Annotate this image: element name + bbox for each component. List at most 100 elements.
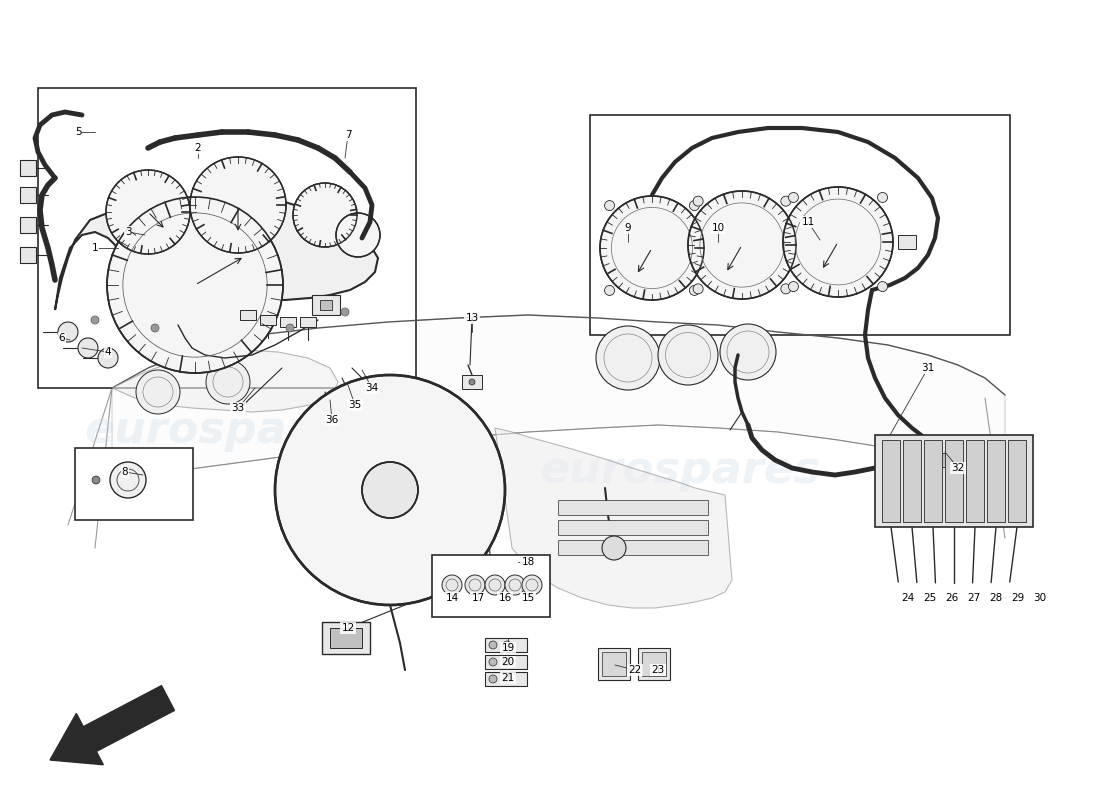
Text: 10: 10: [712, 223, 725, 233]
Text: 5: 5: [75, 127, 81, 137]
Text: 33: 33: [231, 403, 244, 413]
Circle shape: [286, 324, 294, 332]
Text: 23: 23: [651, 665, 664, 675]
Circle shape: [485, 575, 505, 595]
Circle shape: [490, 641, 497, 649]
Bar: [924, 440, 942, 522]
Bar: [602, 652, 626, 676]
Bar: [330, 628, 362, 648]
Text: eurospares: eurospares: [539, 449, 821, 491]
Circle shape: [658, 325, 718, 385]
Circle shape: [503, 641, 512, 649]
Circle shape: [293, 183, 358, 247]
Circle shape: [688, 191, 796, 299]
Text: 19: 19: [502, 643, 515, 653]
Circle shape: [602, 536, 626, 560]
Circle shape: [600, 196, 704, 300]
Bar: [462, 375, 482, 389]
Bar: [485, 638, 527, 652]
Circle shape: [106, 170, 190, 254]
Bar: [432, 555, 550, 617]
Text: 27: 27: [967, 593, 980, 603]
Text: 32: 32: [952, 463, 965, 473]
Polygon shape: [112, 315, 1005, 485]
Circle shape: [78, 338, 98, 358]
Text: 35: 35: [349, 400, 362, 410]
Bar: [320, 300, 332, 310]
Bar: [20, 160, 36, 176]
Circle shape: [275, 375, 505, 605]
Text: 4: 4: [104, 347, 111, 357]
Bar: [260, 315, 276, 325]
Circle shape: [720, 324, 775, 380]
Text: 31: 31: [922, 363, 935, 373]
Bar: [598, 648, 630, 680]
Bar: [966, 440, 984, 522]
Bar: [75, 448, 192, 520]
Circle shape: [206, 360, 250, 404]
Circle shape: [878, 282, 888, 291]
Bar: [940, 453, 962, 467]
Circle shape: [490, 675, 497, 683]
Circle shape: [151, 324, 160, 332]
Text: 28: 28: [989, 593, 1002, 603]
Bar: [485, 672, 527, 686]
Circle shape: [503, 658, 512, 666]
Text: 8: 8: [122, 467, 129, 477]
Text: 9: 9: [625, 223, 631, 233]
Circle shape: [693, 284, 703, 294]
Text: eurospares: eurospares: [85, 409, 365, 451]
Circle shape: [91, 316, 99, 324]
Circle shape: [789, 282, 799, 291]
Text: 1: 1: [91, 243, 98, 253]
Bar: [935, 448, 967, 472]
Circle shape: [92, 476, 100, 484]
Polygon shape: [55, 196, 378, 310]
Bar: [903, 440, 921, 522]
Bar: [39, 88, 416, 388]
Circle shape: [789, 193, 799, 202]
Circle shape: [605, 286, 615, 295]
Circle shape: [469, 379, 475, 385]
Circle shape: [596, 326, 660, 390]
Bar: [20, 187, 36, 203]
Circle shape: [465, 575, 485, 595]
Text: 25: 25: [923, 593, 936, 603]
Bar: [240, 310, 256, 320]
Text: 16: 16: [498, 593, 512, 603]
Circle shape: [522, 575, 542, 595]
Circle shape: [442, 575, 462, 595]
Bar: [987, 440, 1005, 522]
Text: 18: 18: [521, 557, 535, 567]
Circle shape: [783, 187, 893, 297]
Polygon shape: [495, 428, 732, 608]
Bar: [20, 247, 36, 263]
Text: 17: 17: [472, 593, 485, 603]
Bar: [485, 655, 527, 669]
Text: 14: 14: [446, 593, 459, 603]
Text: 11: 11: [802, 217, 815, 227]
Text: 7: 7: [344, 130, 351, 140]
Text: 21: 21: [502, 673, 515, 683]
Bar: [882, 440, 900, 522]
Text: 15: 15: [521, 593, 535, 603]
Bar: [638, 648, 670, 680]
Text: 3: 3: [124, 227, 131, 237]
Circle shape: [781, 284, 791, 294]
Circle shape: [341, 308, 349, 316]
Text: 13: 13: [465, 313, 478, 323]
Text: 2: 2: [195, 143, 201, 153]
Polygon shape: [112, 350, 338, 412]
Text: 29: 29: [1011, 593, 1024, 603]
Bar: [20, 217, 36, 233]
Circle shape: [878, 193, 888, 202]
Circle shape: [690, 286, 700, 295]
Bar: [590, 115, 1010, 335]
Text: 6: 6: [58, 333, 65, 343]
Bar: [642, 652, 666, 676]
Circle shape: [490, 658, 497, 666]
Circle shape: [336, 213, 380, 257]
Bar: [300, 317, 316, 327]
Text: 26: 26: [945, 593, 958, 603]
Bar: [558, 540, 708, 555]
